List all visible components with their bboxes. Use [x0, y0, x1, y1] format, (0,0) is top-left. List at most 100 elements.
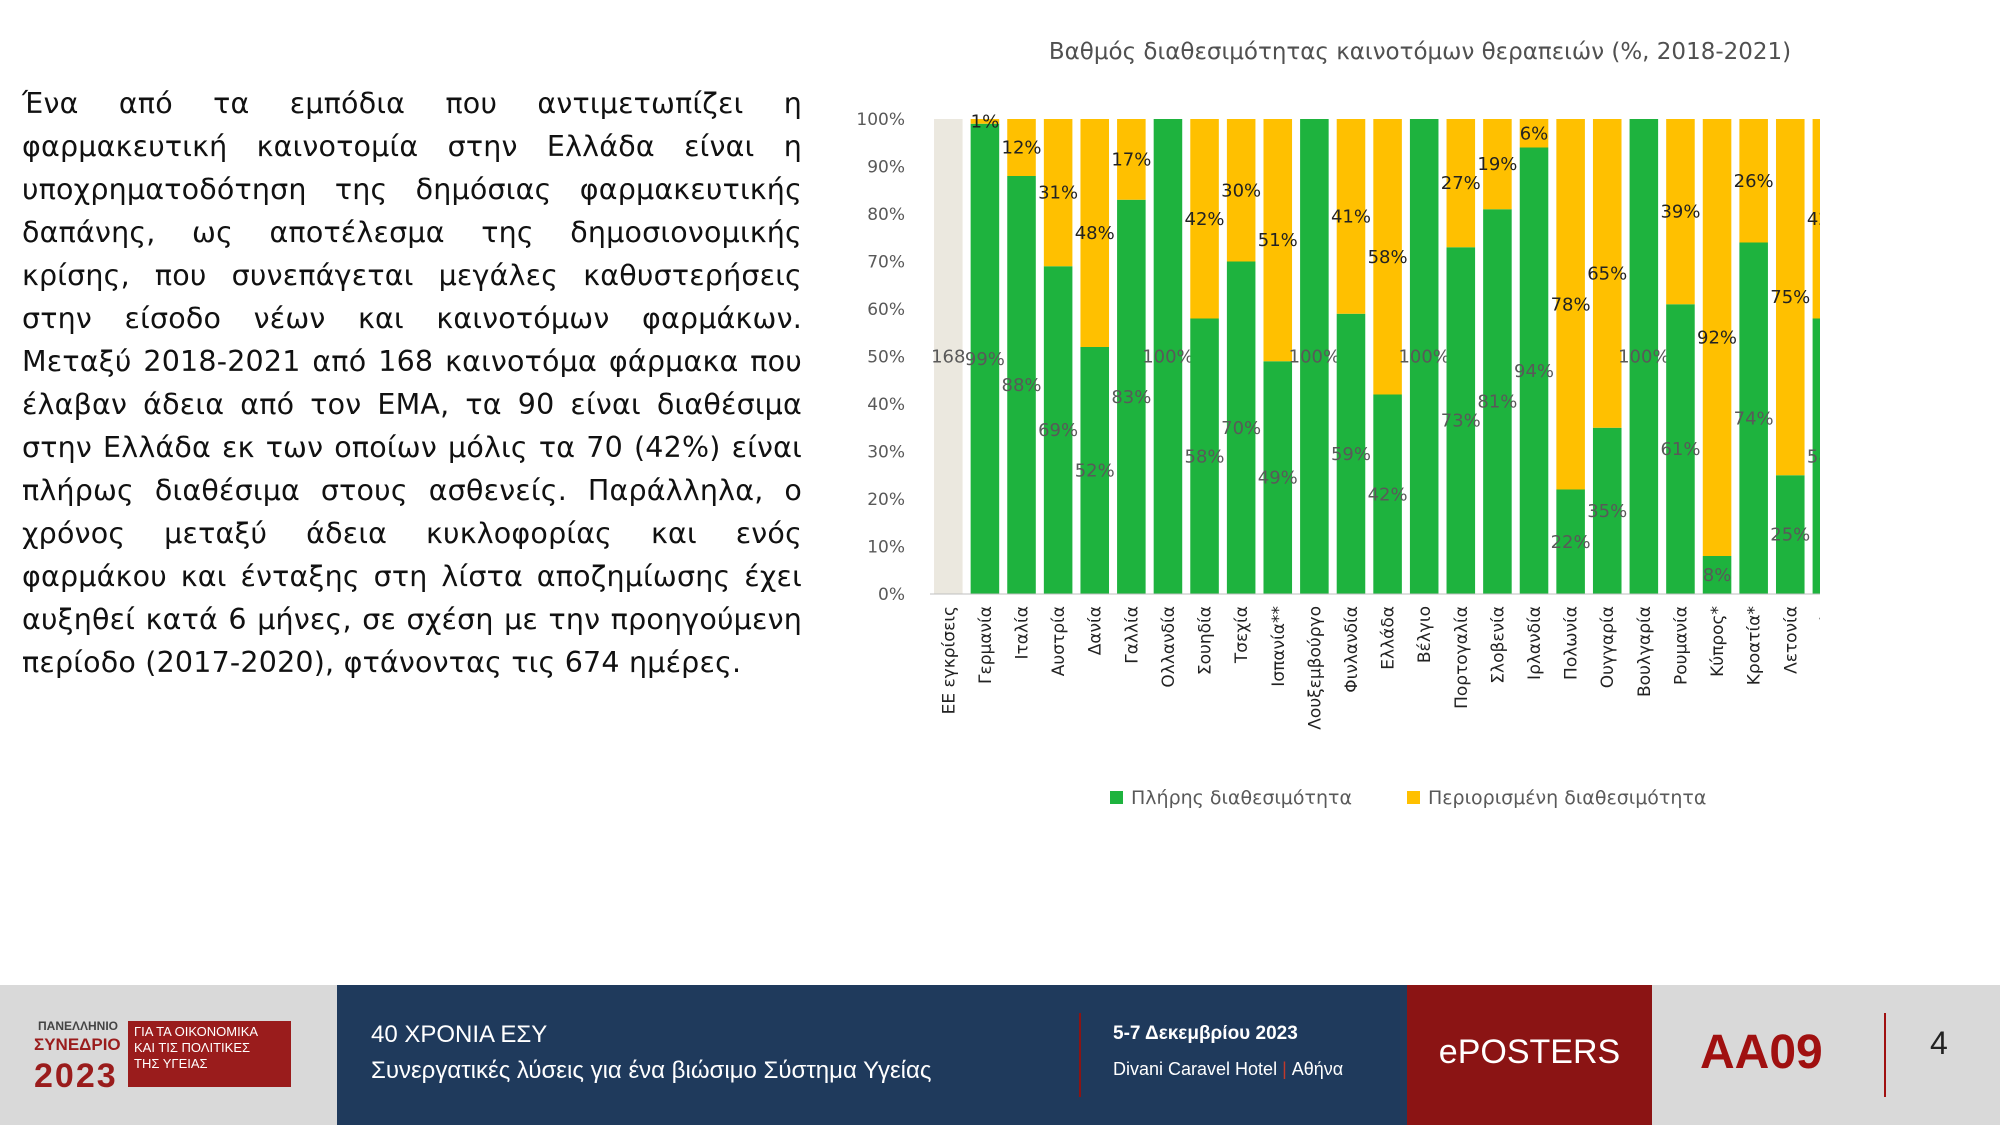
bar-limited: [1775, 119, 1805, 476]
bar-full: [1592, 427, 1622, 594]
x-tick-label: Ιρλανδία: [1525, 606, 1545, 680]
y-tick-label: 60%: [867, 300, 905, 320]
chart-title: Βαθμός διαθεσιμότητας καινοτόμων θεραπει…: [1049, 39, 1791, 65]
bar-limited: [1556, 119, 1585, 490]
data-label: 42%: [1807, 209, 1820, 230]
x-tick-label: Λουξεμβούργο: [1305, 606, 1325, 730]
y-tick-label: 20%: [867, 490, 905, 510]
legend-swatch-limited: [1407, 791, 1420, 804]
y-tick-label: 80%: [867, 205, 905, 225]
data-label: 81%: [1477, 392, 1517, 413]
logo-line2: ΣΥΝΕΔΡΙΟ: [34, 1035, 121, 1054]
data-label: 30%: [1221, 180, 1261, 201]
x-axis: ΕΕ εγκρίσεις Γερμανία Ιταλία Αυστρία Δανία Γα…: [930, 593, 1820, 730]
data-label: 58%: [1185, 446, 1225, 467]
bar-limited: [1812, 119, 1820, 319]
bar-limited: [1117, 119, 1146, 200]
x-tick-label: Αυστρία: [1049, 606, 1069, 676]
legend-swatch-full: [1110, 791, 1123, 804]
conference-venue: Divani Caravel Hotel | Αθήνα: [1113, 1059, 1343, 1080]
x-tick-label: ΕΕ εγκρίσεις: [939, 606, 959, 714]
x-tick-label: Γαλλία: [1122, 606, 1142, 664]
y-tick-label: 10%: [867, 538, 905, 558]
x-tick-label: Γερμανία: [976, 606, 996, 684]
data-label: 1%: [971, 111, 1000, 132]
bar-limited: [970, 119, 1000, 124]
data-label: 99%: [965, 349, 1005, 370]
y-tick-label: 100%: [856, 110, 905, 130]
legend: Πλήρης διαθεσιμότητα Περιορισμένη διαθεσι…: [1110, 787, 1706, 809]
conference-info: 40 ΧΡΟΝΙΑ ΕΣΥ Συνεργατικές λύσεις για έν…: [337, 985, 1407, 1125]
bar-limited: [1226, 119, 1256, 262]
body-paragraph: Ένα από τα εμπόδια που αντιμετωπίζει η φ…: [22, 87, 802, 679]
y-tick-label: 30%: [867, 443, 905, 463]
data-label: 48%: [1075, 223, 1115, 244]
bar-full: [1666, 304, 1695, 594]
bar-limited: [1483, 119, 1512, 210]
x-tick-label: Πορτογαλία: [1452, 606, 1472, 709]
bar-limited: [1446, 119, 1476, 248]
bar-full: [1226, 261, 1256, 594]
data-label: 27%: [1441, 173, 1481, 194]
bar-limited: [1519, 119, 1549, 148]
divider: [1884, 1013, 1886, 1097]
data-label: 100%: [1289, 347, 1340, 368]
data-label: 17%: [1111, 149, 1151, 170]
bar-limited: [1739, 119, 1768, 243]
x-tick-label: Πολωνία: [1562, 606, 1582, 680]
conference-logo: ΠΑΝΕΛΛΗΝΙΟ ΣΥΝΕΔΡΙΟ 2023 ΓΙΑ ΤΑ ΟΙΚΟΝΟΜΙ…: [0, 985, 337, 1125]
logo-line1: ΠΑΝΕΛΛΗΝΙΟ: [38, 1019, 119, 1033]
data-label: 59%: [1331, 444, 1371, 465]
data-label: 26%: [1734, 171, 1774, 192]
logo-box-line: ΓΙΑ ΤΑ ΟΙΚΟΝΟΜΙΚΑ: [134, 1024, 259, 1039]
bar-full: [1007, 176, 1036, 594]
bar-limited: [1336, 119, 1366, 314]
bar-full: [1336, 313, 1366, 594]
conference-date: 5-7 Δεκεμβρίου 2023: [1113, 1023, 1298, 1044]
x-tick-label: Ουγγαρία: [1598, 606, 1618, 688]
venue-name: Divani Caravel Hotel: [1113, 1059, 1278, 1079]
x-tick-label: Κροατία*: [1745, 606, 1765, 685]
poster-code-section: ΑΑ09 4: [1652, 985, 2000, 1125]
data-label: 92%: [1697, 328, 1737, 349]
data-label: 35%: [1587, 501, 1627, 522]
venue-city: Αθήνα: [1291, 1059, 1344, 1079]
bar-full: [1409, 119, 1439, 594]
venue-separator: |: [1282, 1059, 1287, 1079]
bar-full: [1153, 119, 1183, 594]
data-label: 168: [931, 347, 965, 368]
data-label: 74%: [1734, 408, 1774, 429]
bar-full: [970, 123, 1000, 594]
bar-full: [1483, 209, 1512, 594]
bar-limited: [1190, 119, 1219, 319]
x-tick-label: Ολλανδία: [1159, 606, 1179, 688]
bar-limited: [1702, 119, 1732, 556]
data-label: 61%: [1660, 439, 1700, 460]
data-label: 58%: [1368, 247, 1408, 268]
data-label: 8%: [1703, 565, 1732, 586]
page-number: 4: [1930, 1025, 1948, 1061]
poster-code: ΑΑ09: [1700, 1026, 1823, 1079]
data-label: 58%: [1807, 446, 1820, 467]
data-label: 83%: [1111, 387, 1151, 408]
legend-label-limited: Περιορισμένη διαθεσιμότητα: [1428, 787, 1706, 809]
y-tick-label: 90%: [867, 158, 905, 178]
bar-full: [1373, 394, 1402, 594]
logo-year: 2023: [34, 1057, 118, 1095]
x-tick-label: Βουλγαρία: [1635, 606, 1655, 697]
x-tick-label: Κύπρος*: [1708, 606, 1728, 677]
bar-full: [1702, 556, 1732, 594]
y-tick-label: 0%: [878, 585, 905, 605]
data-label: 42%: [1368, 484, 1408, 505]
conference-subtitle: Συνεργατικές λύσεις για ένα βιώσιμο Σύστ…: [371, 1057, 932, 1084]
eposters-section: ePOSTERS: [1407, 985, 1652, 1125]
data-label: 12%: [1002, 138, 1042, 159]
data-label: 49%: [1258, 468, 1298, 489]
data-label: 31%: [1038, 183, 1078, 204]
bar-full: [1080, 347, 1110, 594]
footer-banner: ΠΑΝΕΛΛΗΝΙΟ ΣΥΝΕΔΡΙΟ 2023 ΓΙΑ ΤΑ ΟΙΚΟΝΟΜΙ…: [0, 985, 2000, 1125]
logo-box-line: ΤΗΣ ΥΓΕΙΑΣ: [134, 1056, 208, 1071]
bar-limited: [1592, 119, 1622, 428]
y-tick-label: 70%: [867, 253, 905, 273]
bar-full: [1446, 247, 1476, 594]
